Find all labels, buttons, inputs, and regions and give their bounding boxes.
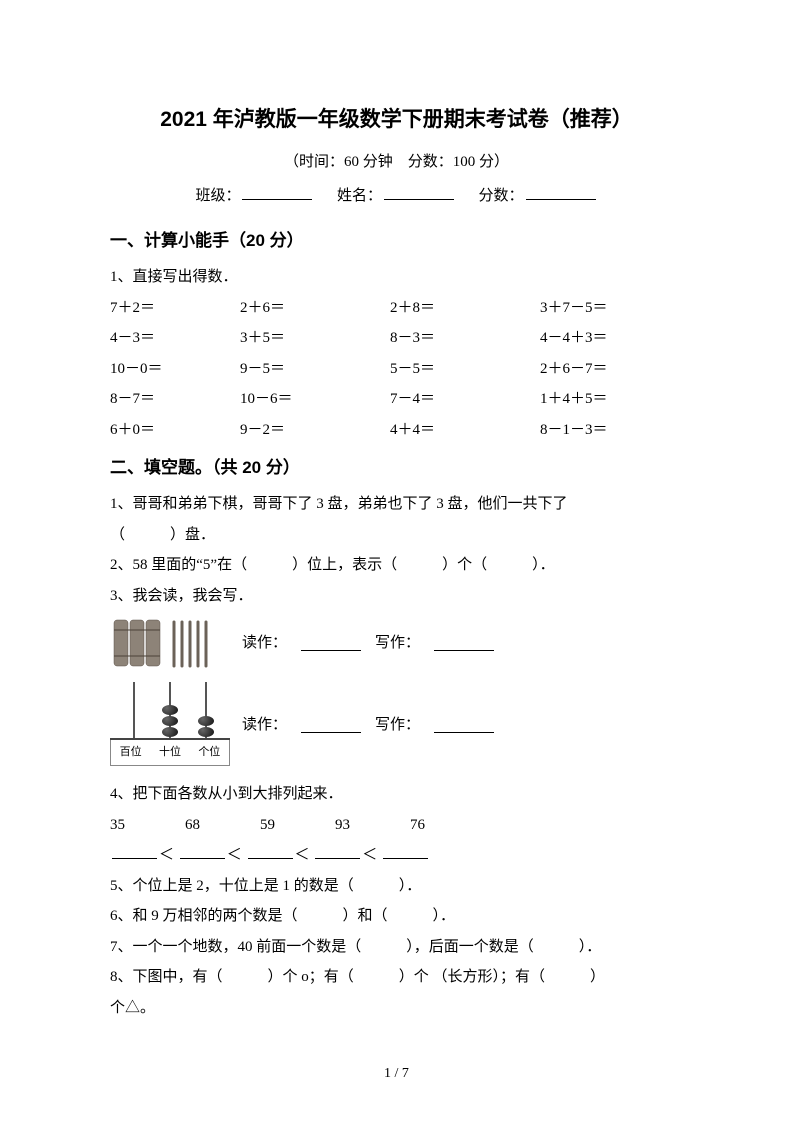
calc-cell: 8－3＝ — [390, 324, 540, 353]
calc-cell: 3＋5＝ — [240, 324, 390, 353]
q1-label: 1、直接写出得数． — [110, 263, 683, 292]
sort-blank[interactable] — [315, 844, 360, 859]
calc-cell: 4－4＋3＝ — [540, 324, 680, 353]
sort-blank[interactable] — [248, 844, 293, 859]
abacus-row: 百位 十位 个位 读作： 写作： — [110, 684, 683, 766]
calc-row: 7＋2＝ 2＋6＝ 2＋8＝ 3＋7－5＝ — [110, 294, 683, 323]
calc-cell: 4－3＝ — [110, 324, 240, 353]
calc-cell: 9－5＝ — [240, 355, 390, 384]
section2-heading: 二、填空题。（共 20 分） — [110, 452, 683, 484]
page-title: 2021 年泸教版一年级数学下册期末考试卷（推荐） — [110, 100, 683, 140]
calc-cell: 7＋2＝ — [110, 294, 240, 323]
calc-cell: 5－5＝ — [390, 355, 540, 384]
lt-sign: ＜ — [159, 847, 174, 863]
name-label: 姓名： — [337, 188, 382, 204]
sort-blanks: ＜ ＜ ＜ ＜ — [110, 841, 683, 870]
page-number: 1 / 7 — [0, 1066, 793, 1082]
s2-q3: 3、我会读，我会写． — [110, 582, 683, 611]
calc-row: 6＋0＝ 9－2＝ 4＋4＝ 8－1－3＝ — [110, 416, 683, 445]
sort-nums: 35 68 59 93 76 — [110, 811, 683, 840]
abacus-label: 十位 — [150, 742, 189, 763]
calc-cell: 3＋7－5＝ — [540, 294, 680, 323]
write-label: 写作： — [375, 629, 420, 658]
sticks-row: 读作： 写作： — [110, 616, 683, 670]
calc-cell: 6＋0＝ — [110, 416, 240, 445]
s2-q8b: 个△。 — [110, 994, 683, 1023]
calc-cell: 2＋6＝ — [240, 294, 390, 323]
write-label: 写作： — [375, 711, 420, 740]
lt-sign: ＜ — [227, 847, 242, 863]
s2-q7: 7、一个一个地数，40 前面一个数是（ ），后面一个数是（ ）． — [110, 933, 683, 962]
counting-sticks-icon — [110, 616, 230, 670]
calc-row: 8－7＝ 10－6＝ 7－4＝ 1＋4＋5＝ — [110, 385, 683, 414]
sort-num: 76 — [410, 811, 425, 840]
read-blank[interactable] — [301, 636, 361, 651]
s2-q1b: （ ）盘． — [110, 521, 683, 550]
sort-num: 35 — [110, 811, 125, 840]
calc-cell: 7－4＝ — [390, 385, 540, 414]
score-blank[interactable] — [526, 185, 596, 200]
abacus-label: 百位 — [111, 742, 150, 763]
sort-blank[interactable] — [383, 844, 428, 859]
name-blank[interactable] — [384, 185, 454, 200]
exam-page: 2021 年泸教版一年级数学下册期末考试卷（推荐） （时间：60 分钟 分数：1… — [0, 0, 793, 1084]
score-label: 分数： — [479, 188, 524, 204]
calc-cell: 1＋4＋5＝ — [540, 385, 680, 414]
calc-cell: 9－2＝ — [240, 416, 390, 445]
page-subtitle: （时间：60 分钟 分数：100 分） — [110, 148, 683, 177]
calc-cell: 8－1－3＝ — [540, 416, 680, 445]
s2-q8a: 8、下图中，有（ ）个 o；有（ ）个 （长方形）；有（ ） — [110, 963, 683, 992]
class-label: 班级： — [195, 188, 240, 204]
read-label: 读作： — [242, 711, 287, 740]
calc-row: 10－0＝ 9－5＝ 5－5＝ 2＋6－7＝ — [110, 355, 683, 384]
sort-blank[interactable] — [180, 844, 225, 859]
calc-cell: 2＋6－7＝ — [540, 355, 680, 384]
class-blank[interactable] — [242, 185, 312, 200]
calc-row: 4－3＝ 3＋5＝ 8－3＝ 4－4＋3＝ — [110, 324, 683, 353]
section1-heading: 一、计算小能手（20 分） — [110, 225, 683, 257]
calc-cell: 10－6＝ — [240, 385, 390, 414]
s2-q4: 4、把下面各数从小到大排列起来． — [110, 780, 683, 809]
read-label: 读作： — [242, 629, 287, 658]
read-blank[interactable] — [301, 718, 361, 733]
s2-q5: 5、个位上是 2，十位上是 1 的数是（ ）． — [110, 872, 683, 901]
calc-cell: 4＋4＝ — [390, 416, 540, 445]
s2-q2: 2、58 里面的“5”在（ ）位上，表示（ ）个（ ）． — [110, 551, 683, 580]
calc-cell: 8－7＝ — [110, 385, 240, 414]
abacus-icon: 百位 十位 个位 — [110, 684, 230, 766]
write-blank[interactable] — [434, 636, 494, 651]
calc-cell: 10－0＝ — [110, 355, 240, 384]
lt-sign: ＜ — [362, 847, 377, 863]
sort-num: 93 — [335, 811, 350, 840]
calc-cell: 2＋8＝ — [390, 294, 540, 323]
abacus-label: 个位 — [190, 742, 229, 763]
write-blank[interactable] — [434, 718, 494, 733]
s2-q1a: 1、哥哥和弟弟下棋，哥哥下了 3 盘，弟弟也下了 3 盘，他们一共下了 — [110, 490, 683, 519]
sort-num: 59 — [260, 811, 275, 840]
sort-blank[interactable] — [112, 844, 157, 859]
sort-num: 68 — [185, 811, 200, 840]
info-line: 班级： 姓名： 分数： — [110, 182, 683, 211]
lt-sign: ＜ — [295, 847, 310, 863]
s2-q6: 6、和 9 万相邻的两个数是（ ）和（ ）． — [110, 902, 683, 931]
